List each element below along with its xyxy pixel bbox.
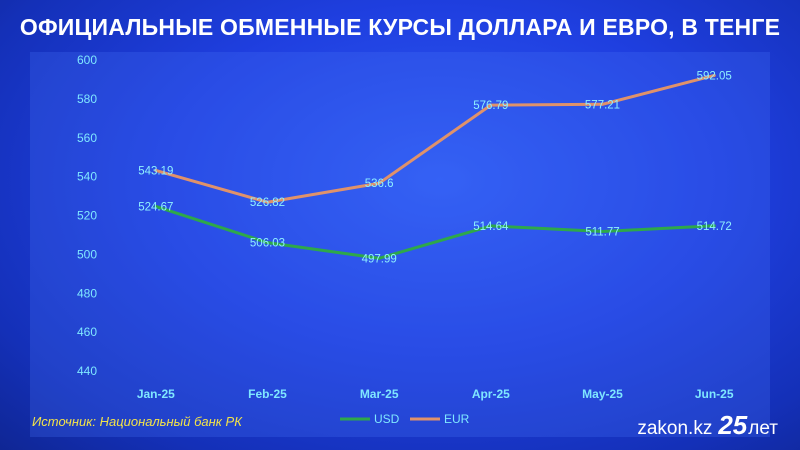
data-point-usd xyxy=(266,241,269,245)
data-point-eur xyxy=(154,168,158,172)
data-point-usd xyxy=(154,204,158,208)
x-tick-label: Apr-25 xyxy=(472,387,510,401)
legend-label-eur: EUR xyxy=(444,412,470,426)
chart-panel xyxy=(30,52,770,437)
data-label-usd: 514.72 xyxy=(697,221,732,233)
data-point-eur xyxy=(489,103,493,107)
data-point-usd xyxy=(601,229,604,233)
y-tick-label: 520 xyxy=(77,209,97,223)
source-note: Источник: Национальный банк РК xyxy=(32,414,242,429)
data-point-usd xyxy=(489,224,493,228)
data-label-usd: 497.99 xyxy=(362,253,397,265)
data-label-usd: 514.64 xyxy=(473,221,509,233)
y-tick-label: 460 xyxy=(77,325,97,339)
series-line-usd xyxy=(154,204,716,260)
data-label-usd: 506.03 xyxy=(250,238,285,250)
brand-site: zakon.kz xyxy=(637,418,713,439)
y-tick-label: 440 xyxy=(77,364,97,378)
data-label-eur: 543.19 xyxy=(138,165,173,177)
chart-title: ОФИЦИАЛЬНЫЕ ОБМЕННЫЕ КУРСЫ ДОЛЛАРА И ЕВР… xyxy=(19,14,781,40)
x-tick-label: May-25 xyxy=(582,387,623,401)
data-point-eur xyxy=(601,102,604,106)
data-label-eur: 576.79 xyxy=(473,100,508,112)
data-point-eur xyxy=(266,200,269,204)
series-line-eur xyxy=(154,73,716,204)
x-tick-label: Mar-25 xyxy=(360,387,399,401)
data-point-eur xyxy=(712,73,716,77)
data-point-usd xyxy=(712,224,716,228)
data-point-usd xyxy=(377,256,381,260)
y-tick-label: 600 xyxy=(77,53,97,67)
brand-anniversary: 25 xyxy=(718,410,748,440)
data-label-eur: 536.6 xyxy=(365,178,394,190)
y-tick-label: 580 xyxy=(77,92,97,106)
brand-logo: zakon.kz 25 лет xyxy=(637,410,778,441)
data-label-usd: 511.77 xyxy=(585,226,619,238)
data-label-eur: 526.82 xyxy=(250,197,285,209)
data-point-eur xyxy=(377,181,381,185)
brand-years-word: лет xyxy=(748,418,778,439)
y-tick-label: 500 xyxy=(77,247,97,261)
y-tick-label: 480 xyxy=(77,286,97,300)
data-label-usd: 524.67 xyxy=(138,201,173,213)
data-label-eur: 577.21 xyxy=(585,99,620,111)
y-tick-label: 540 xyxy=(77,170,97,184)
x-tick-label: Jan-25 xyxy=(137,387,175,401)
x-tick-label: Feb-25 xyxy=(248,387,287,401)
legend-label-usd: USD xyxy=(374,412,400,426)
y-tick-label: 560 xyxy=(77,131,97,145)
data-label-eur: 592.05 xyxy=(697,70,732,82)
x-tick-label: Jun-25 xyxy=(695,387,734,401)
